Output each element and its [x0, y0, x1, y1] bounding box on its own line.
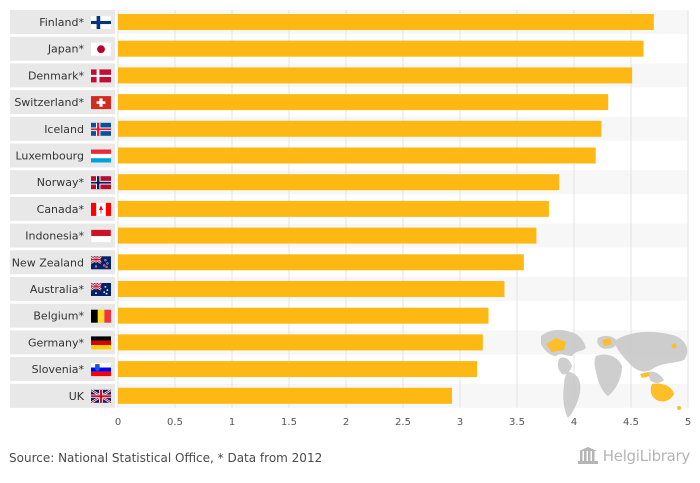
bar[interactable] [118, 227, 537, 244]
bar[interactable] [118, 307, 489, 324]
category-label: Canada* [37, 203, 85, 216]
switzerland-flag-icon [91, 96, 111, 110]
bar[interactable] [118, 387, 453, 404]
category-label: Japan* [47, 43, 85, 56]
canada-flag-icon [91, 202, 111, 216]
category-label: Norway* [37, 176, 85, 189]
x-tick-label: 0.5 [167, 417, 183, 428]
x-tick-label: 4 [571, 417, 577, 428]
x-tick-label: 5 [685, 417, 691, 428]
slovenia-flag-icon [91, 363, 111, 377]
world-map-icon [541, 329, 688, 418]
bar-chart: Finland* Japan* Denmark* Switzerland* Icelan… [10, 10, 691, 428]
denmark-flag-icon [91, 69, 111, 83]
iceland-flag-icon [91, 122, 111, 136]
bar[interactable] [118, 147, 596, 164]
category-label: Finland* [39, 16, 84, 29]
x-tick-label: 2.5 [395, 417, 411, 428]
category-label: Australia* [30, 283, 85, 296]
australia-flag-icon [90, 282, 111, 296]
belgium-flag-icon [91, 309, 111, 323]
finland-flag-icon [91, 16, 111, 29]
library-icon [577, 447, 598, 464]
x-tick-label: 1 [229, 417, 235, 428]
category-label: New Zealand [12, 256, 84, 269]
bar[interactable] [118, 40, 644, 57]
luxembourg-flag-icon [91, 149, 111, 163]
category-label: UK [69, 390, 85, 403]
bar[interactable] [118, 334, 483, 351]
category-label: Iceland [44, 123, 84, 136]
bar[interactable] [118, 361, 478, 378]
indonesia-flag-icon [90, 229, 112, 243]
brand-logo: HelgiLibrary [577, 447, 690, 465]
germany-flag-icon [91, 336, 111, 350]
bar[interactable] [118, 174, 560, 191]
uk-flag-icon [90, 388, 112, 404]
x-tick-label: 4.5 [623, 417, 639, 428]
source-note: Source: National Statistical Office, * D… [9, 451, 323, 465]
new-zealand-flag-icon [90, 255, 111, 270]
x-tick-label: 2 [343, 417, 349, 428]
category-label: Switzerland* [14, 96, 84, 109]
bar[interactable] [118, 94, 609, 111]
bar[interactable] [118, 120, 602, 137]
x-tick-label: 1.5 [281, 417, 297, 428]
x-tick-label: 3 [457, 417, 463, 428]
bar[interactable] [118, 14, 654, 30]
japan-flag-icon [91, 42, 111, 56]
bar[interactable] [118, 67, 633, 84]
brand-name: HelgiLibrary [602, 447, 691, 465]
category-label: Denmark* [28, 69, 85, 82]
category-label: Luxembourg [15, 150, 84, 163]
category-label-bg [10, 250, 115, 275]
category-label: Slovenia* [32, 363, 85, 376]
bar[interactable] [118, 200, 549, 217]
category-label: Germany* [28, 336, 85, 349]
chart: Finland* Japan* Denmark* Switzerland* Icelan… [10, 10, 691, 428]
norway-flag-icon [91, 176, 111, 190]
bar[interactable] [118, 281, 505, 297]
x-tick-label: 0 [115, 417, 121, 428]
bar[interactable] [118, 254, 524, 271]
category-label: Indonesia* [25, 230, 84, 243]
category-label: Belgium* [33, 310, 84, 323]
x-tick-label: 3.5 [509, 417, 525, 428]
